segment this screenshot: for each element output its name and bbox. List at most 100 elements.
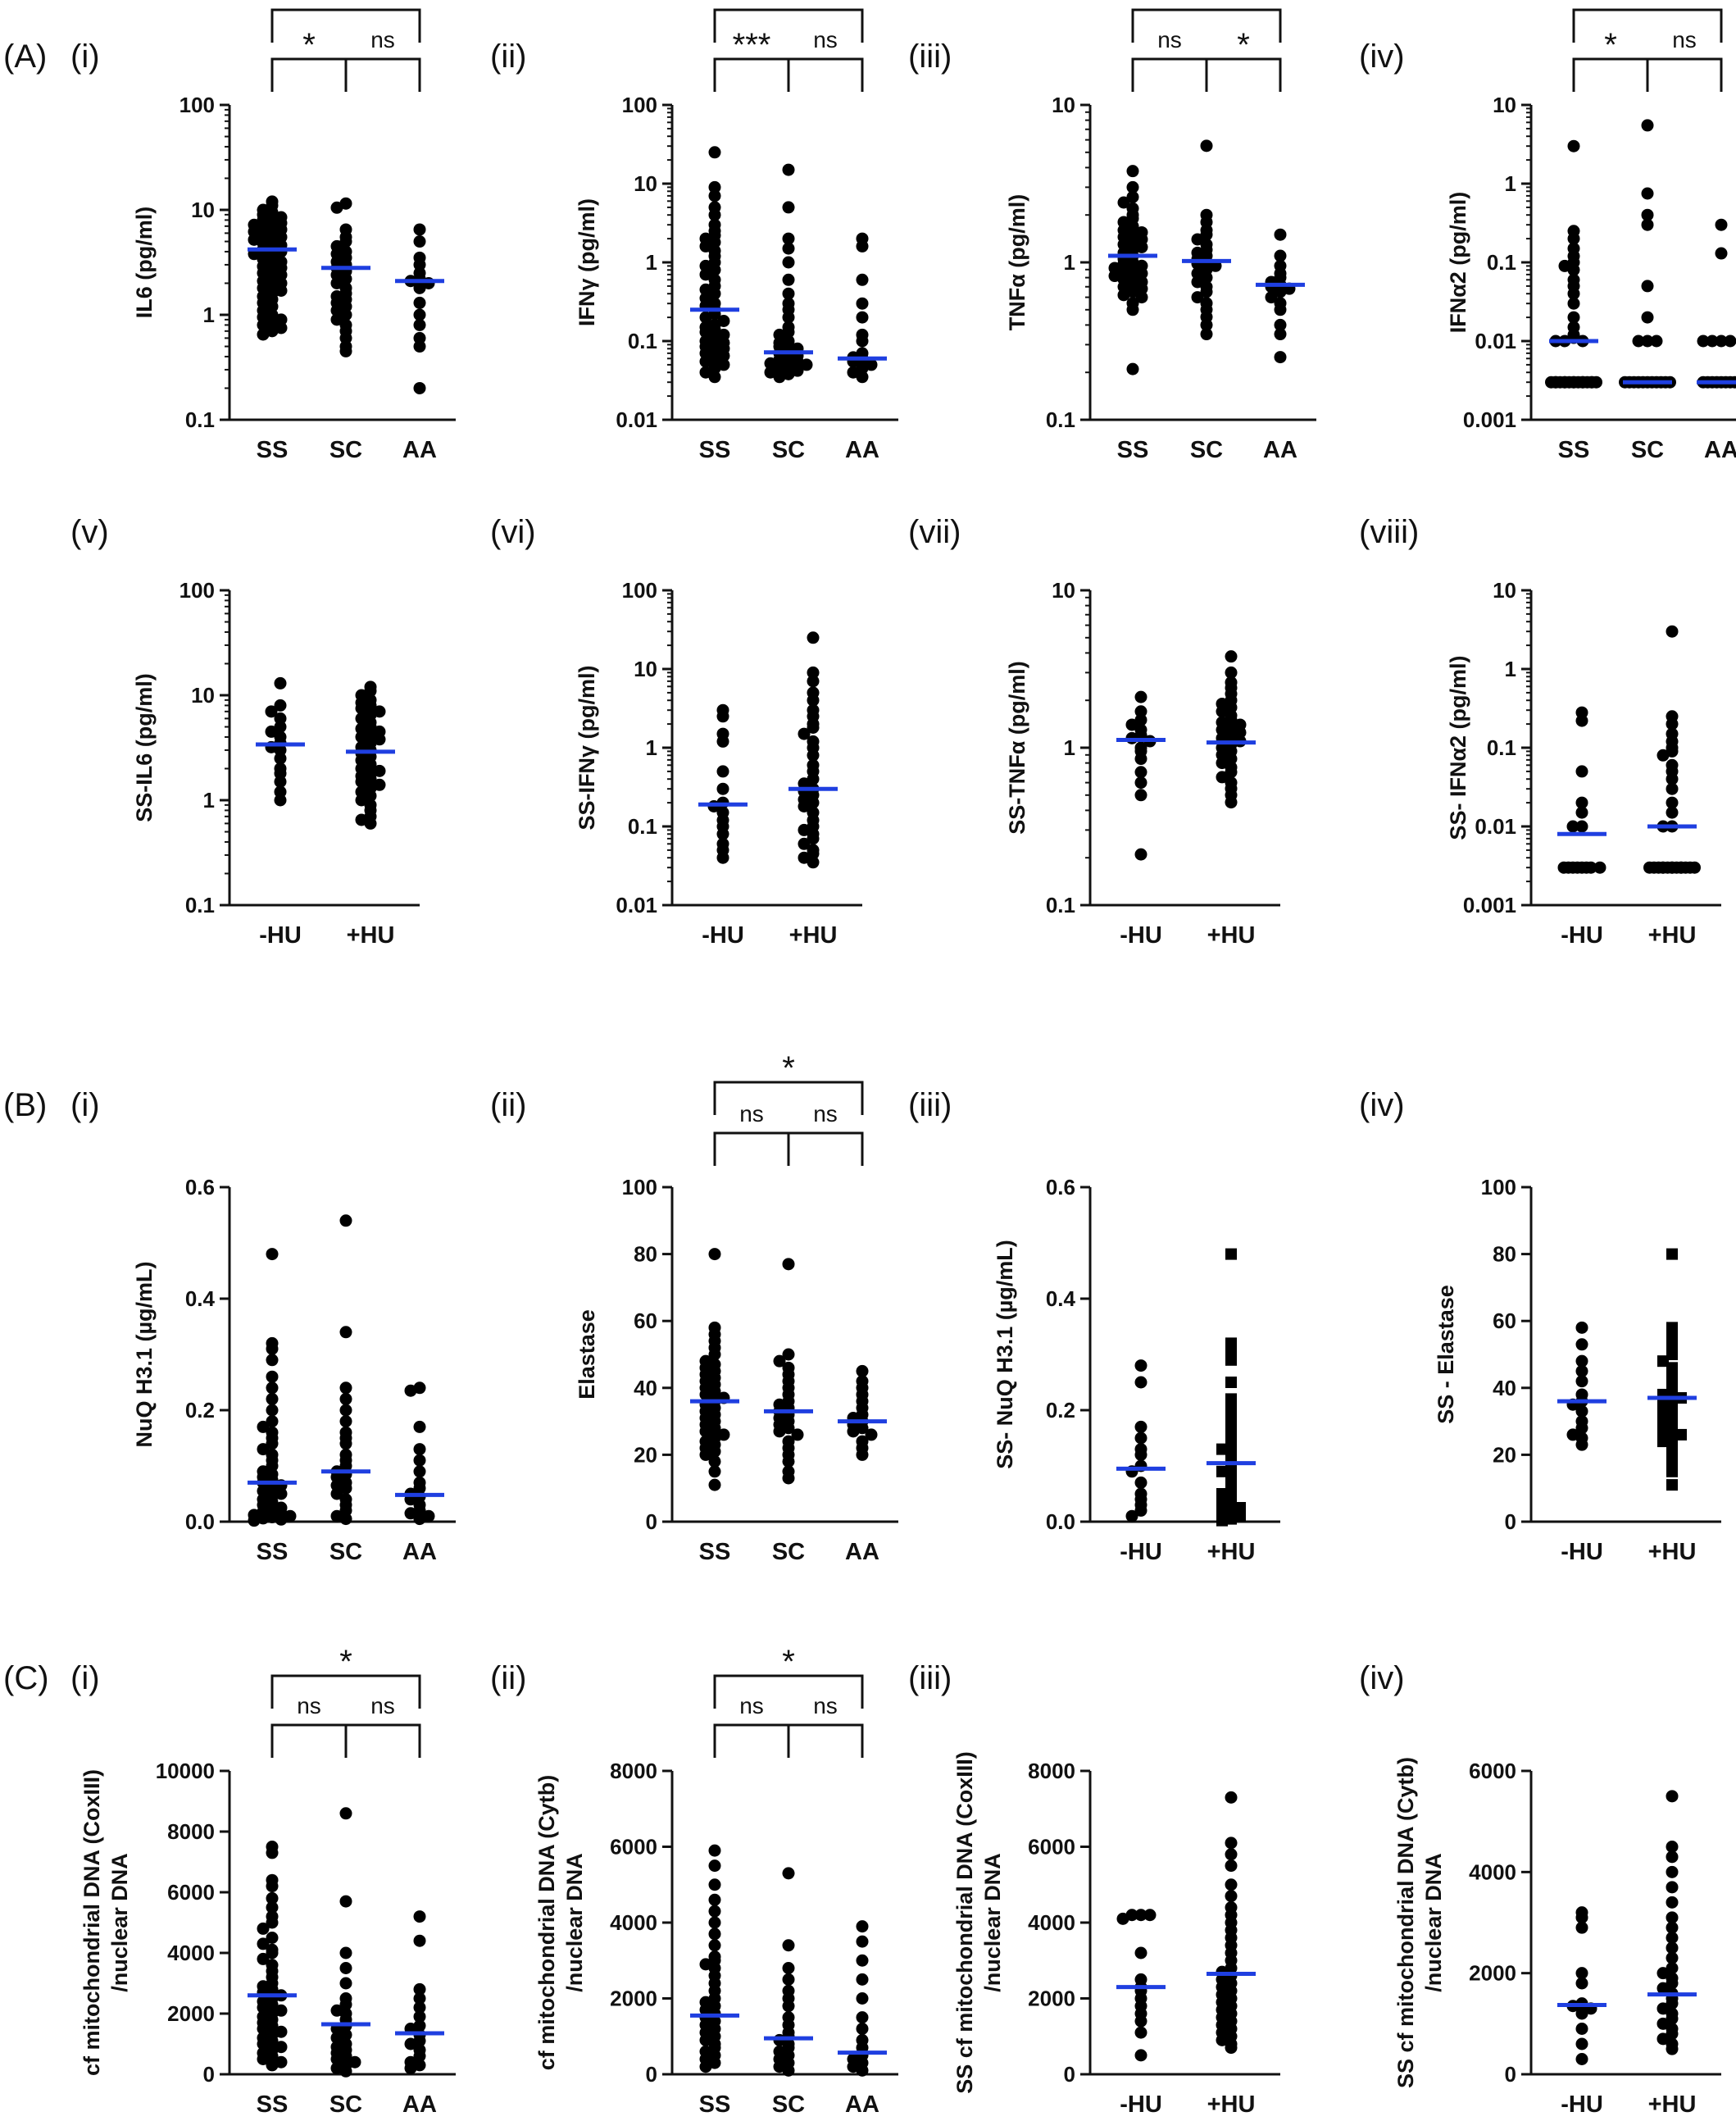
- y-tick-label: 10: [634, 171, 657, 196]
- significance-label: ns: [739, 1693, 764, 1718]
- data-point: [1567, 139, 1580, 152]
- data-point: [1641, 119, 1654, 132]
- data-point: [699, 1425, 712, 1438]
- data-point: [708, 1878, 721, 1891]
- data-point: [708, 1348, 721, 1361]
- data-point: [274, 676, 287, 690]
- data-point: [1134, 690, 1147, 703]
- y-axis-title: NuQ H3.1 (µg/mL): [132, 1261, 157, 1447]
- panel-numeral: (vi): [490, 514, 536, 550]
- data-point: [404, 2037, 417, 2050]
- data-point: [266, 1901, 279, 1914]
- panel-numeral: (vii): [908, 514, 961, 550]
- data-point: [1143, 1909, 1157, 1922]
- data-point: [1134, 1448, 1147, 1461]
- data-point: [413, 2010, 426, 2023]
- data-point: [1666, 625, 1679, 638]
- chart-B-iii: (iii) 0.0 0.2 0.4 0.6 SS- NuQ H3.1 (µg/mL) -HU…: [908, 1087, 1280, 1565]
- x-category-label: -HU: [1561, 1539, 1603, 1565]
- panel-numeral: (ii): [490, 39, 526, 75]
- data-point: [1225, 1878, 1238, 1891]
- y-tick-label: 1: [1505, 171, 1516, 196]
- y-axis-title: SS-TNFα (pg/ml): [1005, 661, 1029, 835]
- y-tick-label: 100: [622, 1175, 657, 1199]
- x-category-label: SS: [699, 437, 731, 463]
- x-category-label: -HU: [1120, 2091, 1162, 2118]
- data-point: [266, 1392, 279, 1405]
- data-point: [856, 335, 869, 348]
- data-point: [782, 1939, 795, 1952]
- data-point: [856, 273, 869, 286]
- data-point: [1225, 1791, 1238, 1804]
- y-axis-title: IFNγ (pg/ml): [575, 198, 599, 326]
- data-point: [1666, 772, 1679, 785]
- data-point: [708, 1928, 721, 1941]
- data-point: [1274, 285, 1287, 298]
- data-point: [339, 1962, 352, 1974]
- y-tick-label: 1: [1064, 250, 1075, 275]
- y-tick-label: 0: [203, 2062, 215, 2087]
- panel-numeral: (iv): [1359, 1660, 1405, 1696]
- data-point: [782, 163, 795, 176]
- data-point: [404, 2062, 417, 2075]
- data-point: [1650, 335, 1663, 348]
- data-point: [782, 256, 795, 269]
- data-point: [330, 313, 343, 326]
- data-point: [1225, 1848, 1238, 1861]
- y-tick-label: 1: [203, 303, 215, 327]
- y-axis-title: /nuclear DNA: [107, 1853, 132, 1992]
- significance-label: ns: [813, 1101, 838, 1126]
- chart-C-iii: (iii) 0 2000 4000 6000 8000 SS cf mitochondria…: [908, 1660, 1280, 2118]
- data-point: [1666, 1921, 1679, 1934]
- data-point: [1549, 375, 1562, 389]
- data-point: [764, 357, 777, 370]
- data-point: [257, 228, 270, 241]
- data-point: [1641, 280, 1654, 293]
- data-point: [856, 239, 869, 253]
- data-point: [1706, 335, 1719, 348]
- data-point: [1225, 1393, 1237, 1405]
- y-tick-label: 0: [646, 1509, 657, 1534]
- chart-A-vii: (vii) 0.1 1 10 SS-TNFα (pg/ml) -HU +HU: [908, 514, 1280, 949]
- data-point: [330, 201, 343, 214]
- data-point: [856, 1935, 869, 1948]
- x-category-label: AA: [845, 437, 879, 463]
- panel-numeral: (viii): [1359, 514, 1419, 550]
- data-point: [1632, 335, 1645, 348]
- data-point: [413, 1992, 426, 2005]
- data-point: [266, 1932, 279, 1944]
- data-point: [257, 2001, 270, 2014]
- significance-bracket: [1572, 8, 1723, 43]
- x-category-label: SC: [772, 437, 805, 463]
- data-point: [257, 2023, 270, 2035]
- data-point: [1656, 861, 1670, 874]
- data-point: [708, 1893, 721, 1906]
- data-point: [330, 276, 343, 289]
- data-point: [1657, 1436, 1669, 1448]
- significance-label: *: [302, 27, 316, 63]
- y-tick-label: 60: [1493, 1309, 1516, 1333]
- data-point: [265, 725, 278, 738]
- data-point: [1666, 1455, 1678, 1468]
- data-point: [1126, 362, 1139, 375]
- y-tick-label: 1: [646, 250, 657, 275]
- data-point: [339, 1513, 352, 1526]
- significance-bracket: [713, 1081, 864, 1115]
- data-point: [856, 2064, 869, 2077]
- y-tick-label: 2000: [610, 1987, 657, 2011]
- data-point: [1200, 139, 1213, 152]
- chart-B-ii: (ii) 0 20 40 60 80 100 Elastase SS SC AA ns ns *: [490, 1050, 898, 1565]
- y-axis-title: /nuclear DNA: [1421, 1853, 1446, 1992]
- data-point: [807, 694, 820, 707]
- data-point: [1571, 861, 1584, 874]
- panel-numeral: (i): [70, 1660, 100, 1696]
- data-point: [782, 1455, 795, 1468]
- data-point: [1697, 335, 1710, 348]
- data-point: [708, 1844, 721, 1857]
- data-point: [1666, 1865, 1679, 1878]
- data-point: [1575, 1364, 1588, 1377]
- x-category-label: SC: [1631, 437, 1664, 463]
- x-category-label: -HU: [1561, 2091, 1603, 2118]
- data-point: [339, 1482, 352, 1495]
- y-tick-label: 10: [634, 657, 657, 681]
